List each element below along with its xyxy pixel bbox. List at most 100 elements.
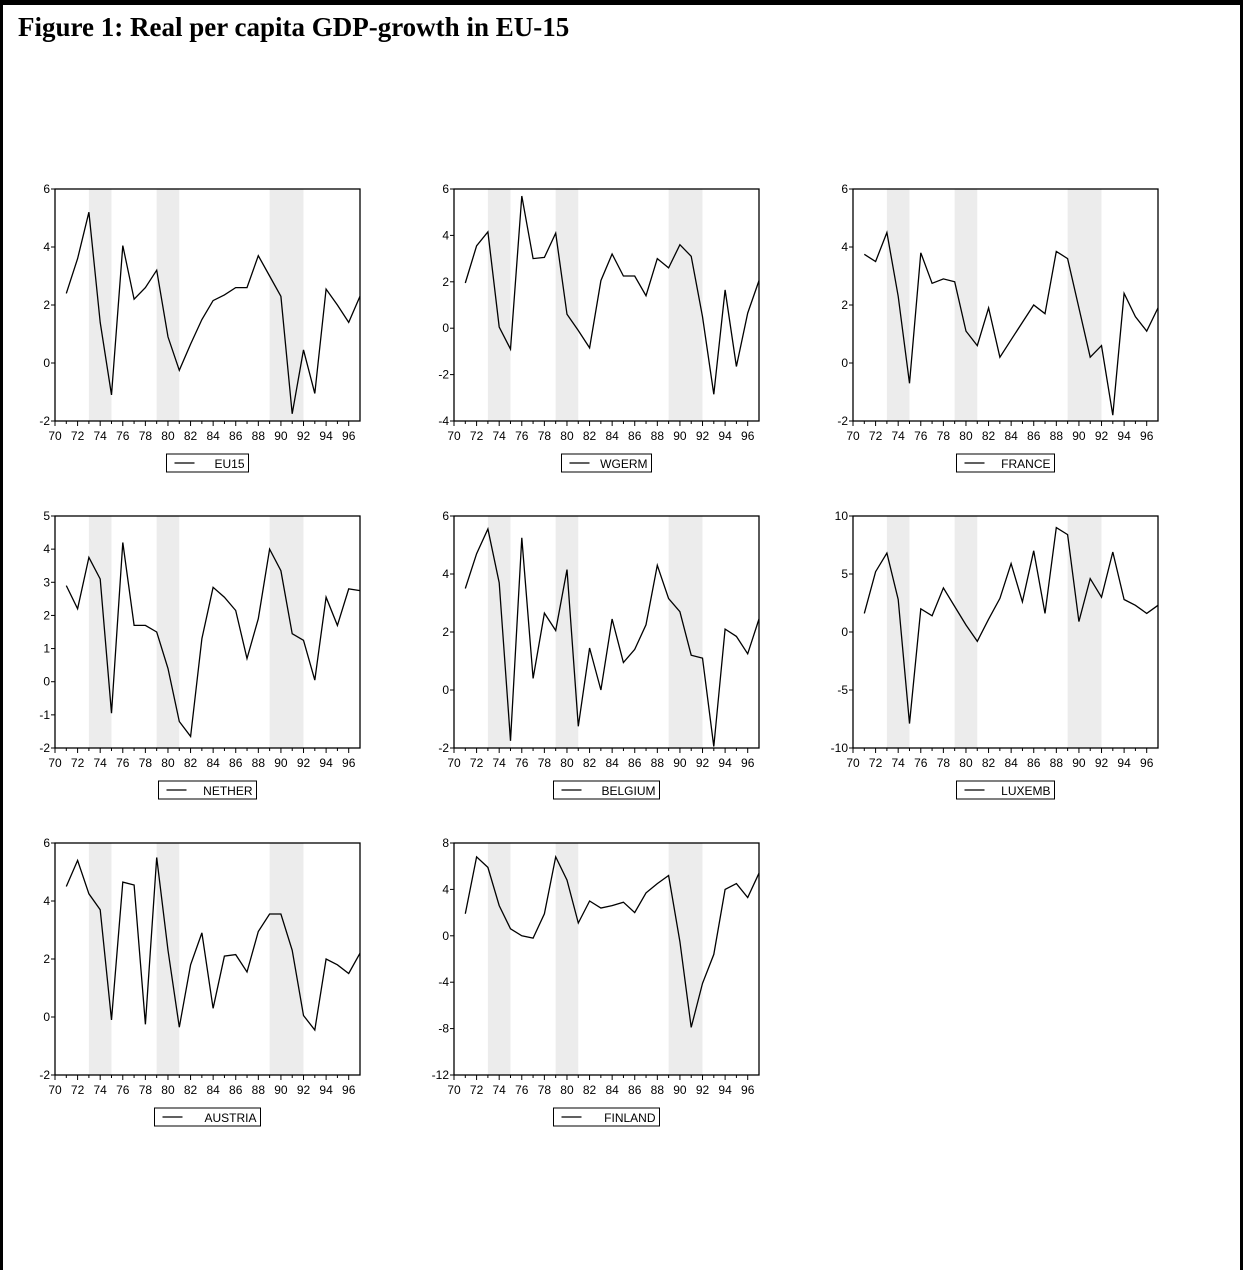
x-tick-label: 84 (605, 429, 619, 443)
x-tick-label: 82 (583, 1083, 597, 1097)
plot-frame (54, 515, 361, 749)
x-tick-label: 80 (959, 429, 973, 443)
series-line (863, 230, 1159, 416)
recession-band (156, 516, 180, 748)
x-tick-label: 76 (914, 756, 928, 770)
x-tick-label: 70 (447, 756, 461, 770)
x-tick-label: 86 (229, 429, 243, 443)
x-tick-label: 84 (206, 1083, 220, 1097)
recession-band (954, 189, 978, 421)
chart-finland: -12 -8 -4 0 4 8 70 72 74 76 78 80 82 84 86 88 90 92 94 96 FI… (432, 836, 760, 1127)
legend-label: WGERM (600, 457, 647, 471)
recession-band (269, 516, 304, 748)
series-line (65, 212, 361, 414)
x-tick-label: 76 (116, 756, 130, 770)
x-tick-label: 86 (628, 756, 642, 770)
recession-band (269, 843, 304, 1075)
x-tick-label: 84 (206, 429, 220, 443)
recession-band (668, 843, 703, 1075)
y-tick-label: 4 (43, 894, 50, 908)
x-tick-label: 96 (342, 429, 356, 443)
x-tick-label: 70 (48, 429, 62, 443)
chart-belgium: -2 0 2 4 6 70 72 74 76 78 80 82 84 86 88 90 92 94 96 BELGIU… (438, 509, 760, 800)
y-tick-label: 2 (442, 625, 449, 639)
x-tick-label: 88 (651, 1083, 665, 1097)
x-tick-label: 78 (538, 429, 552, 443)
x-tick-label: 78 (538, 1083, 552, 1097)
x-tick-label: 74 (94, 429, 108, 443)
x-tick-label: 80 (560, 756, 574, 770)
x-tick-label: 88 (651, 756, 665, 770)
x-tick-label: 80 (560, 429, 574, 443)
y-tick-label: 0 (841, 356, 848, 370)
x-tick-label: 88 (1050, 429, 1064, 443)
y-tick-label: 0 (442, 321, 449, 335)
y-tick-label: 2 (442, 275, 449, 289)
recession-band (555, 843, 579, 1075)
x-tick-label: 78 (139, 1083, 153, 1097)
chart-nether: -2 -1 0 1 2 3 4 5 70 72 74 76 78 80 82 84 86 88 90 92 94 96 NE… (39, 509, 361, 800)
chart-austria: -2 0 2 4 6 70 72 74 76 78 80 82 84 86 88 90 92 94 96 AUSTRI… (39, 836, 361, 1127)
x-tick-label: 92 (1095, 429, 1109, 443)
x-tick-label: 92 (1095, 756, 1109, 770)
y-tick-label: 1 (43, 642, 50, 656)
x-tick-label: 86 (628, 1083, 642, 1097)
x-tick-label: 76 (515, 429, 529, 443)
x-tick-label: 94 (319, 429, 333, 443)
y-tick-label: -4 (438, 414, 449, 428)
series-line (464, 854, 760, 1028)
x-tick-label: 78 (937, 429, 951, 443)
y-tick-label: 0 (442, 929, 449, 943)
x-tick-label: 72 (71, 429, 85, 443)
x-tick-label: 76 (116, 1083, 130, 1097)
y-tick-label: -10 (831, 741, 849, 755)
x-tick-label: 90 (274, 429, 288, 443)
y-tick-label: 6 (43, 182, 50, 196)
legend-box (166, 453, 249, 473)
x-tick-label: 90 (673, 1083, 687, 1097)
recession-band (88, 843, 112, 1075)
x-tick-label: 94 (718, 1083, 732, 1097)
y-tick-label: 5 (43, 509, 50, 523)
y-tick-label: 8 (442, 836, 449, 850)
x-tick-label: 72 (869, 429, 883, 443)
legend-label: EU15 (214, 457, 244, 471)
y-tick-label: -8 (438, 1022, 449, 1036)
y-tick-label: 0 (841, 625, 848, 639)
x-tick-label: 70 (846, 429, 860, 443)
legend-box (154, 1107, 261, 1127)
series-line (65, 542, 361, 739)
x-tick-label: 70 (48, 756, 62, 770)
x-tick-label: 94 (718, 756, 732, 770)
x-tick-label: 92 (696, 429, 710, 443)
y-tick-label: 0 (43, 675, 50, 689)
x-tick-label: 92 (297, 1083, 311, 1097)
y-tick-label: 6 (43, 836, 50, 850)
series-line (65, 857, 361, 1032)
recession-band (886, 189, 910, 421)
series-line (464, 195, 760, 395)
recession-band (886, 516, 910, 748)
x-tick-label: 78 (538, 756, 552, 770)
x-tick-label: 90 (673, 756, 687, 770)
y-tick-label: 5 (841, 567, 848, 581)
x-tick-label: 96 (342, 1083, 356, 1097)
y-tick-label: 2 (841, 298, 848, 312)
x-tick-label: 84 (605, 756, 619, 770)
x-tick-label: 96 (1140, 429, 1154, 443)
x-tick-label: 90 (673, 429, 687, 443)
x-tick-label: 86 (628, 429, 642, 443)
y-tick-label: -2 (39, 414, 50, 428)
x-tick-label: 94 (319, 1083, 333, 1097)
figure-title: Figure 1: Real per capita GDP-growth in … (18, 12, 570, 42)
x-tick-label: 86 (229, 756, 243, 770)
x-tick-label: 72 (470, 429, 484, 443)
x-tick-label: 90 (1072, 429, 1086, 443)
x-tick-label: 96 (741, 1083, 755, 1097)
x-tick-label: 74 (493, 1083, 507, 1097)
legend-box (561, 453, 652, 473)
x-tick-label: 86 (229, 1083, 243, 1097)
recession-band (88, 189, 112, 421)
x-tick-label: 76 (116, 429, 130, 443)
y-tick-label: 0 (43, 356, 50, 370)
